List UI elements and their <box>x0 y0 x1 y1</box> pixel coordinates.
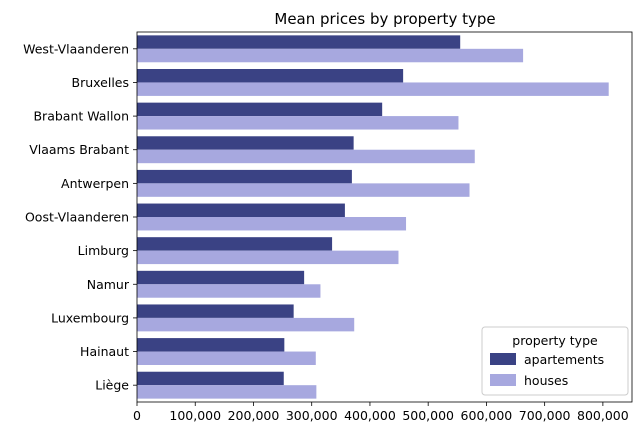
x-tick-label: 800,000 <box>577 408 629 423</box>
y-tick-label: Hainaut <box>80 344 129 359</box>
bar-oost-vlaanderen-houses <box>137 217 407 231</box>
bar-vlaams-brabant-apartements <box>137 136 354 150</box>
legend-title: property type <box>512 333 598 348</box>
legend-swatch-houses <box>490 374 516 386</box>
bar-namur-apartements <box>137 270 305 285</box>
bar-limburg-apartements <box>137 237 333 251</box>
x-tick-label: 400,000 <box>344 408 396 423</box>
y-tick-label: Antwerpen <box>61 176 129 191</box>
bar-bruxelles-apartements <box>137 69 404 83</box>
bar-vlaams-brabant-houses <box>137 149 475 164</box>
x-tick-label: 700,000 <box>519 408 571 423</box>
bar-west-vlaanderen-houses <box>137 48 524 63</box>
bar-antwerpen-houses <box>137 183 470 197</box>
bar-namur-houses <box>137 284 321 298</box>
legend: property type apartements houses <box>481 326 629 396</box>
y-tick-label: Luxembourg <box>51 310 129 325</box>
bar-bruxelles-houses <box>137 82 609 96</box>
legend-box <box>481 326 629 396</box>
bar-luxembourg-houses <box>137 317 355 332</box>
bar-li-ge-houses <box>137 385 317 399</box>
x-tick-label: 100,000 <box>169 408 221 423</box>
x-tick-label: 500,000 <box>402 408 454 423</box>
x-tick-label: 200,000 <box>228 408 280 423</box>
plot-frame <box>136 31 633 403</box>
y-tick-label: West-Vlaanderen <box>23 41 129 56</box>
y-tick-label: Vlaams Brabant <box>29 142 129 157</box>
bar-brabant-wallon-houses <box>137 116 459 130</box>
bar-oost-vlaanderen-apartements <box>137 203 345 217</box>
x-axis-ticks: 0 100,000 200,000 300,000 400,000 500,000 600,… <box>133 402 629 423</box>
y-axis-labels: West-Vlaanderen Bruxelles Brabant Wallon Vl… <box>23 41 137 393</box>
x-tick-label: 600,000 <box>461 408 513 423</box>
x-tick-label: 300,000 <box>286 408 338 423</box>
y-tick-label: Oost-Vlaanderen <box>25 210 129 225</box>
bar-brabant-wallon-apartements <box>137 102 383 117</box>
y-tick-label: Bruxelles <box>72 75 130 90</box>
bar-hainaut-houses <box>137 351 316 365</box>
x-tick-label: 0 <box>133 408 141 423</box>
y-tick-label: Brabant Wallon <box>33 109 129 124</box>
y-tick-label: Limburg <box>78 243 129 258</box>
bar-li-ge-apartements <box>137 371 284 386</box>
bar-west-vlaanderen-apartements <box>137 35 461 49</box>
bars-group <box>137 35 609 399</box>
y-tick-label: Namur <box>87 277 130 292</box>
bar-limburg-houses <box>137 250 399 265</box>
legend-label-houses: houses <box>524 373 568 388</box>
y-tick-label: Liège <box>95 378 129 393</box>
bar-luxembourg-apartements <box>137 304 294 318</box>
legend-swatch-apartements <box>490 353 516 365</box>
bar-antwerpen-apartements <box>137 169 352 184</box>
legend-label-apartements: apartements <box>524 352 604 367</box>
chart-title: Mean prices by property type <box>274 10 495 28</box>
bar-hainaut-apartements <box>137 338 285 352</box>
